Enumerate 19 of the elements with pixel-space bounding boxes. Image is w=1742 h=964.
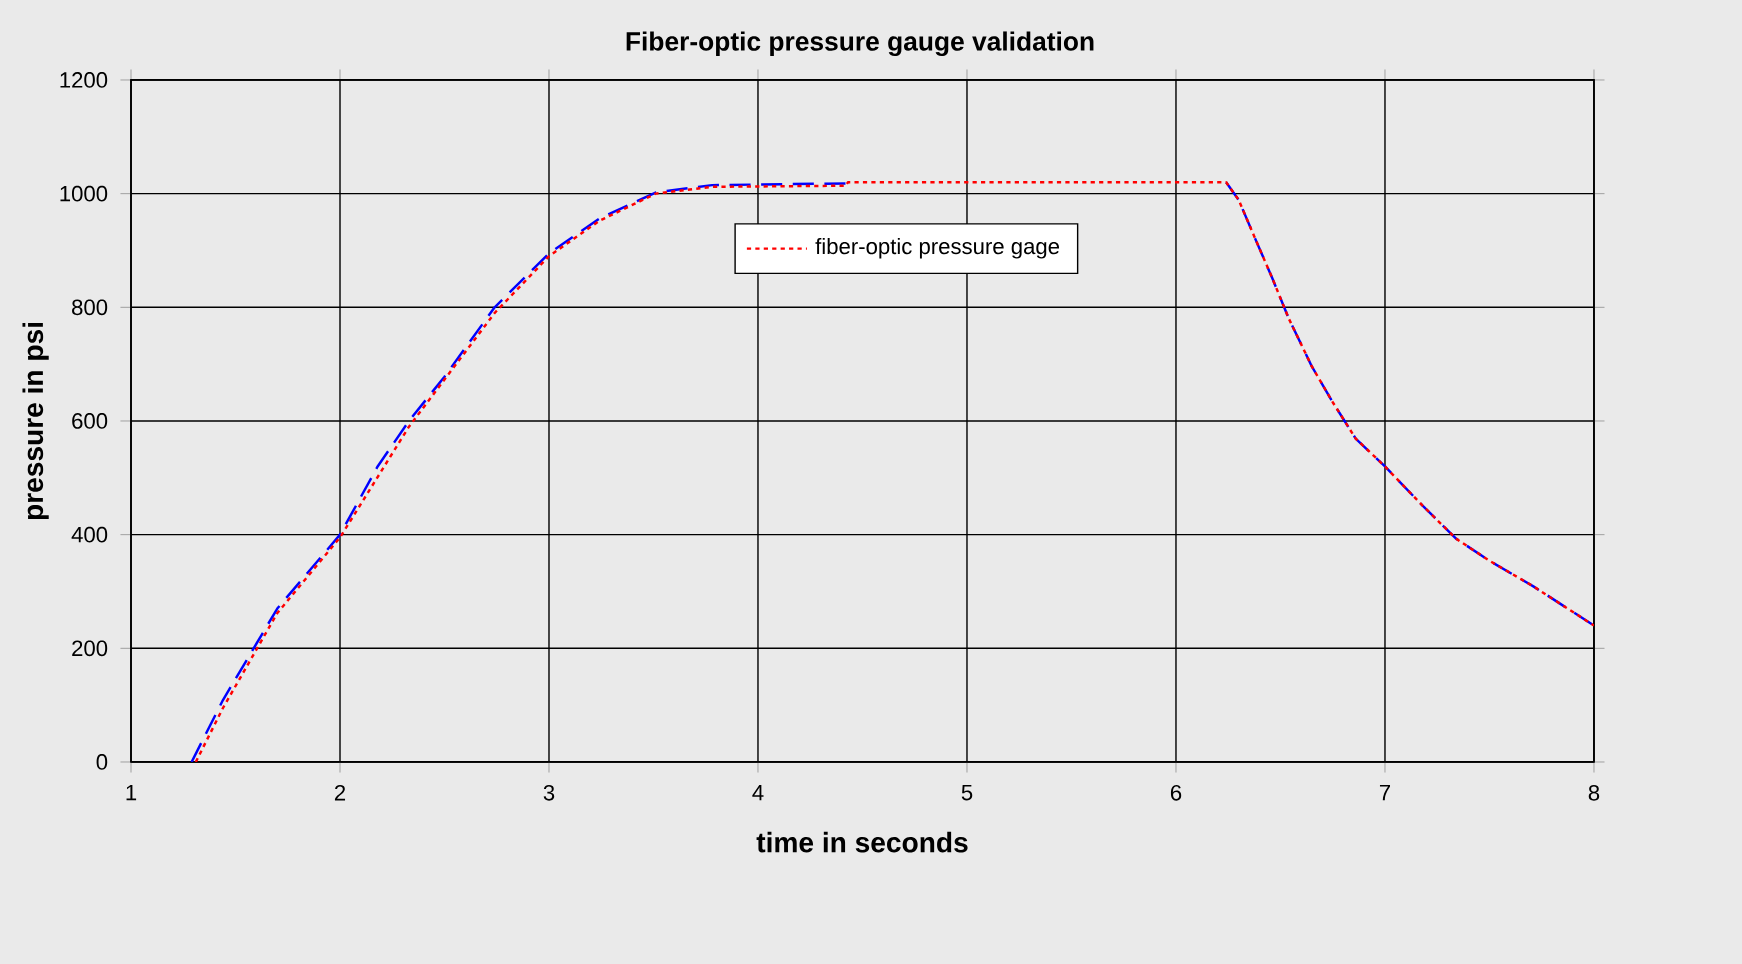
y-tick-label: 400 — [71, 526, 108, 543]
y-tick-label: 200 — [72, 640, 108, 657]
y-axis-title: pressure in psi — [22, 322, 49, 520]
y-tick-label: 1000 — [60, 185, 108, 202]
y-tick-label: 800 — [72, 299, 108, 316]
x-tick-label: 4 — [752, 784, 764, 801]
x-tick-label: 5 — [961, 784, 973, 801]
x-tick-label: 1 — [126, 784, 137, 801]
x-tick-label: 6 — [1170, 784, 1182, 801]
x-tick-label: 2 — [334, 784, 346, 801]
x-axis-title: time in seconds — [756, 831, 968, 853]
x-tick-label: 7 — [1379, 784, 1390, 801]
y-tick-label: 1200 — [60, 72, 108, 88]
chart-title: Fiber-optic pressure gauge validation — [626, 31, 1094, 57]
legend-label: fiber-optic pressure gage — [815, 237, 1060, 259]
y-tick-label: 0 — [96, 754, 108, 770]
x-tick-label: 3 — [543, 784, 555, 801]
x-tick-label: 8 — [1588, 784, 1600, 801]
y-tick-label: 600 — [72, 413, 108, 429]
